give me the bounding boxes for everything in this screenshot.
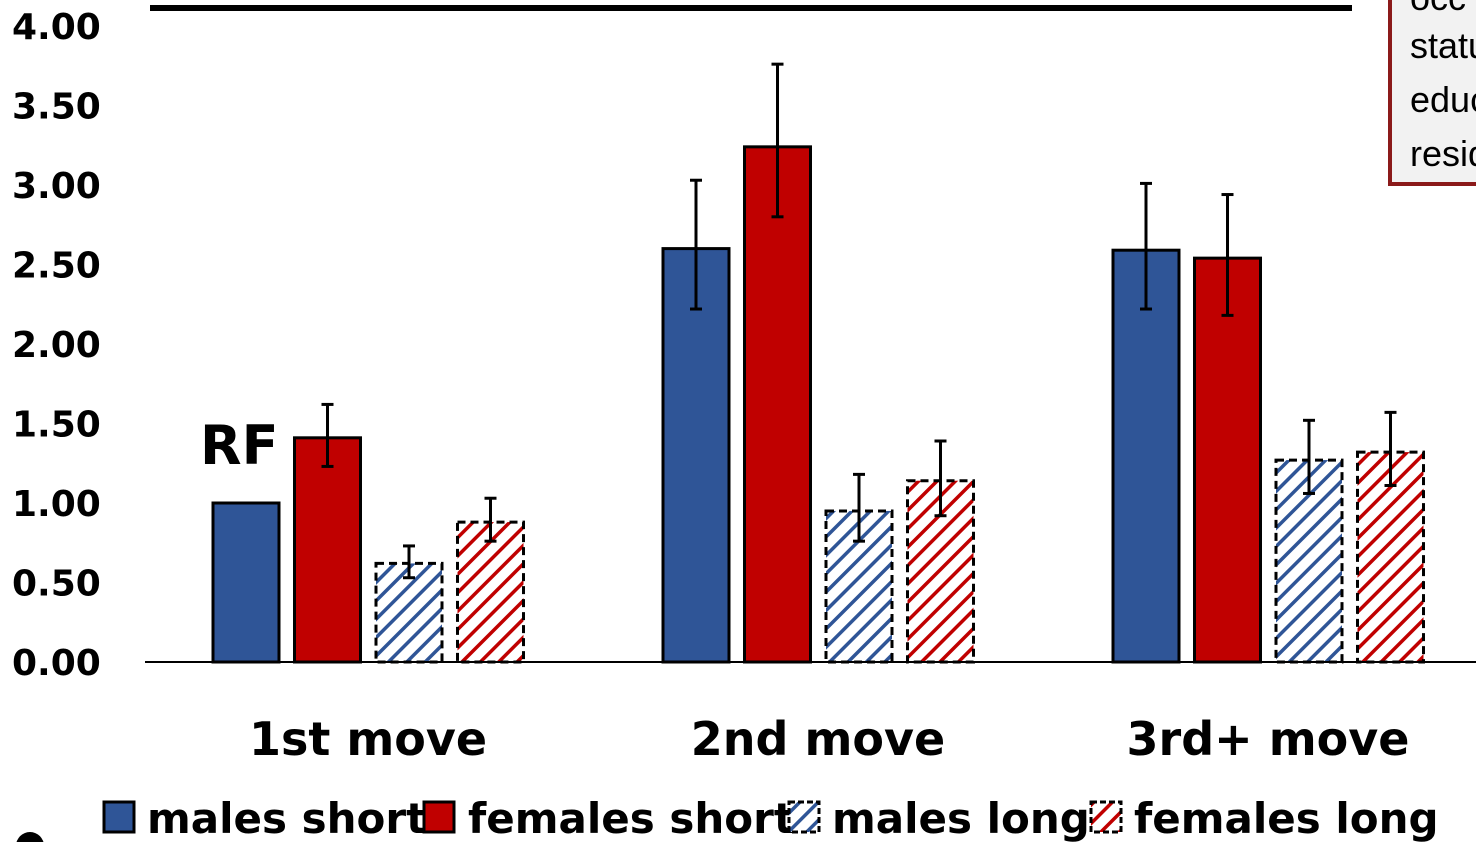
x-category-label: 1st move — [249, 712, 487, 766]
note-line-1: occ — [1410, 0, 1466, 18]
bar-males-short-0 — [211, 501, 281, 664]
legend-label-males-long: males long — [832, 794, 1090, 842]
error-bars-layer — [321, 62, 1397, 580]
bar-males-short-1 — [661, 247, 731, 664]
bar-females-long-0 — [456, 520, 525, 664]
y-axis: 0.00 0.50 1.00 1.50 2.00 2.50 3.00 3.50 4.00 — [12, 7, 101, 684]
legend-swatch-females-short — [422, 800, 456, 834]
y-tick-label: 2.00 — [12, 325, 101, 366]
legend-swatch-females-long — [1089, 800, 1123, 834]
bar-females-short-0 — [293, 436, 362, 664]
x-axis-categories: 1st move 2nd move 3rd+ move — [249, 712, 1410, 766]
y-tick-label: 3.50 — [12, 87, 101, 128]
annotation-rf: RF — [200, 414, 278, 477]
note-line-2: statu — [1410, 25, 1476, 66]
x-category-label: 3rd+ move — [1127, 712, 1410, 766]
y-tick-label: 4.00 — [12, 7, 101, 48]
bar-males-short-2 — [1111, 248, 1181, 664]
legend: males short females short males long female… — [102, 794, 1439, 842]
bullet-dot — [16, 832, 44, 842]
bar-females-short-1 — [743, 145, 812, 664]
y-tick-label: 0.00 — [12, 643, 101, 684]
y-tick-label: 1.00 — [12, 484, 101, 525]
y-tick-label: 0.50 — [12, 564, 101, 605]
legend-label-males-short: males short — [147, 794, 426, 842]
y-tick-label: 1.50 — [12, 405, 101, 446]
x-category-label: 2nd move — [691, 712, 945, 766]
bar-females-short-2 — [1193, 256, 1262, 664]
y-tick-label: 3.00 — [12, 166, 101, 207]
legend-label-females-short: females short — [468, 794, 794, 842]
legend-swatch-males-short — [102, 800, 136, 834]
legend-label-females-long: females long — [1134, 794, 1439, 842]
note-line-3: educ — [1410, 79, 1476, 120]
note-box: occ statu educ resid — [1388, 0, 1476, 186]
bars-layer — [211, 145, 1425, 664]
y-tick-label: 2.50 — [12, 246, 101, 287]
legend-swatch-males-long — [787, 800, 821, 834]
note-line-4: resid — [1410, 133, 1476, 174]
